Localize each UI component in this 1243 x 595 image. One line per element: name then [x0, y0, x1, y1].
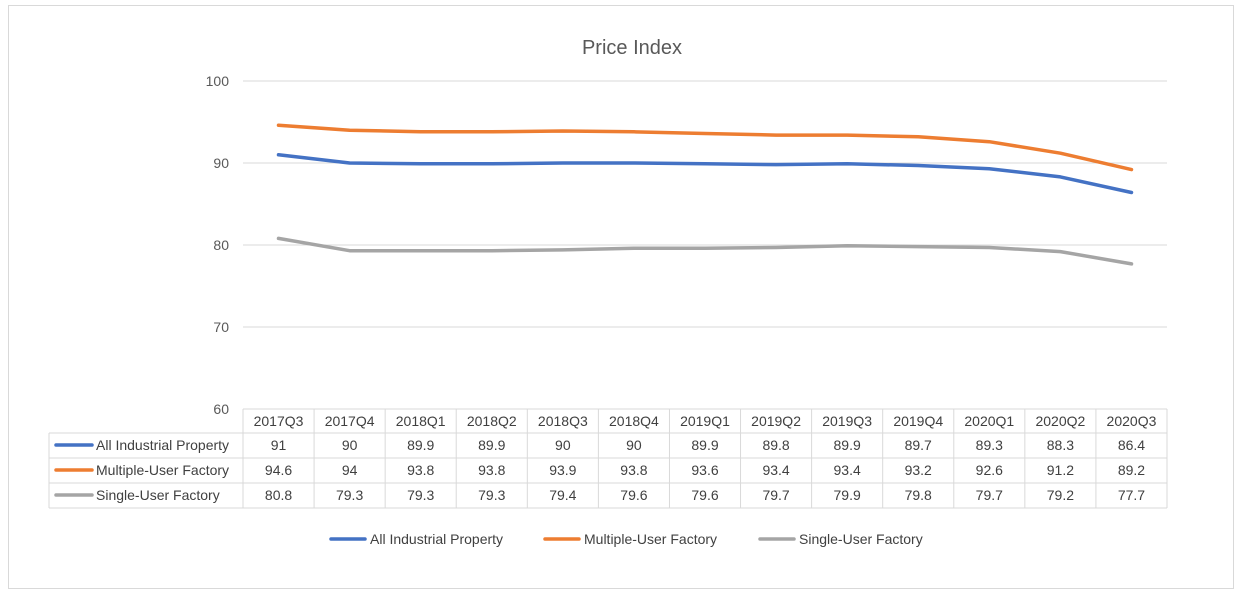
- category-label: 2018Q4: [609, 413, 659, 429]
- y-axis: 60 70 80 90 100: [206, 73, 230, 417]
- legend-entry: All Industrial Property: [370, 531, 503, 547]
- table-cell-value: 79.6: [691, 487, 718, 503]
- table-cell-value: 90: [342, 437, 358, 453]
- category-label: 2019Q4: [893, 413, 943, 429]
- y-tick-label: 90: [213, 155, 229, 171]
- table-cell-value: 79.9: [834, 487, 861, 503]
- series-lines: [276, 123, 1134, 266]
- table-cell-value: 89.9: [478, 437, 505, 453]
- table-cell-value: 79.3: [336, 487, 363, 503]
- table-cell-value: 79.2: [1047, 487, 1074, 503]
- chart-title: Price Index: [582, 37, 682, 59]
- table-series-name: All Industrial Property: [96, 437, 229, 453]
- category-label: 2017Q4: [325, 413, 375, 429]
- table-series-name: Multiple-User Factory: [96, 462, 229, 478]
- table-cell-value: 79.3: [478, 487, 505, 503]
- table-series-name: Single-User Factory: [96, 487, 220, 503]
- table-cell-value: 79.4: [549, 487, 576, 503]
- table-cell-value: 88.3: [1047, 437, 1074, 453]
- table-cell-value: 93.4: [834, 462, 861, 478]
- category-label: 2017Q3: [254, 413, 304, 429]
- legend-entry: Multiple-User Factory: [584, 531, 717, 547]
- table-cell-value: 94.6: [265, 462, 292, 478]
- table-cell-value: 93.8: [478, 462, 505, 478]
- legend: All Industrial Property Multiple-User Fac…: [329, 531, 923, 547]
- table-cell-value: 79.6: [620, 487, 647, 503]
- category-label: 2020Q2: [1035, 413, 1085, 429]
- table-cell-value: 93.2: [905, 462, 932, 478]
- series-line-2: [276, 236, 1134, 266]
- table-cell-value: 79.7: [762, 487, 789, 503]
- table-cell-value: 79.8: [905, 487, 932, 503]
- table-cell-value: 86.4: [1118, 437, 1145, 453]
- y-tick-label: 100: [206, 73, 230, 89]
- table-cell-value: 79.3: [407, 487, 434, 503]
- chart-frame: [8, 5, 1234, 589]
- table-cell-value: 94: [342, 462, 358, 478]
- category-label: 2018Q1: [396, 413, 446, 429]
- table-cell-value: 93.9: [549, 462, 576, 478]
- table-cell-value: 89.9: [834, 437, 861, 453]
- table-cell-value: 89.8: [762, 437, 789, 453]
- category-label: 2018Q3: [538, 413, 588, 429]
- table-cell-value: 93.8: [620, 462, 647, 478]
- table-cell-value: 90: [626, 437, 642, 453]
- table-cell-value: 89.3: [976, 437, 1003, 453]
- category-label: 2019Q3: [822, 413, 872, 429]
- data-table: 2017Q3 2017Q4 2018Q1 2018Q2 2018Q3 2018Q4 2019…: [48, 408, 1168, 509]
- y-tick-label: 80: [213, 237, 229, 253]
- table-cell-value: 79.7: [976, 487, 1003, 503]
- table-cell-value: 93.6: [691, 462, 718, 478]
- table-cell-value: 89.9: [691, 437, 718, 453]
- category-label: 2019Q1: [680, 413, 730, 429]
- table-cell-value: 89.9: [407, 437, 434, 453]
- table-cell-value: 92.6: [976, 462, 1003, 478]
- category-label: 2018Q2: [467, 413, 517, 429]
- category-label: 2020Q3: [1107, 413, 1157, 429]
- table-cell-value: 89.7: [905, 437, 932, 453]
- y-tick-label: 60: [213, 401, 229, 417]
- legend-entry: Single-User Factory: [799, 531, 923, 547]
- y-tick-label: 70: [213, 319, 229, 335]
- category-label: 2019Q2: [751, 413, 801, 429]
- series-line-0: [276, 153, 1134, 195]
- table-cell-value: 93.8: [407, 462, 434, 478]
- table-cell-value: 93.4: [762, 462, 789, 478]
- table-cell-value: 77.7: [1118, 487, 1145, 503]
- category-label: 2020Q1: [964, 413, 1014, 429]
- series-line-1: [276, 123, 1134, 172]
- table-cell-value: 89.2: [1118, 462, 1145, 478]
- table-cell-value: 91.2: [1047, 462, 1074, 478]
- table-cell-value: 91: [271, 437, 287, 453]
- gridlines: [243, 80, 1167, 328]
- table-cell-value: 80.8: [265, 487, 292, 503]
- table-cell-value: 90: [555, 437, 571, 453]
